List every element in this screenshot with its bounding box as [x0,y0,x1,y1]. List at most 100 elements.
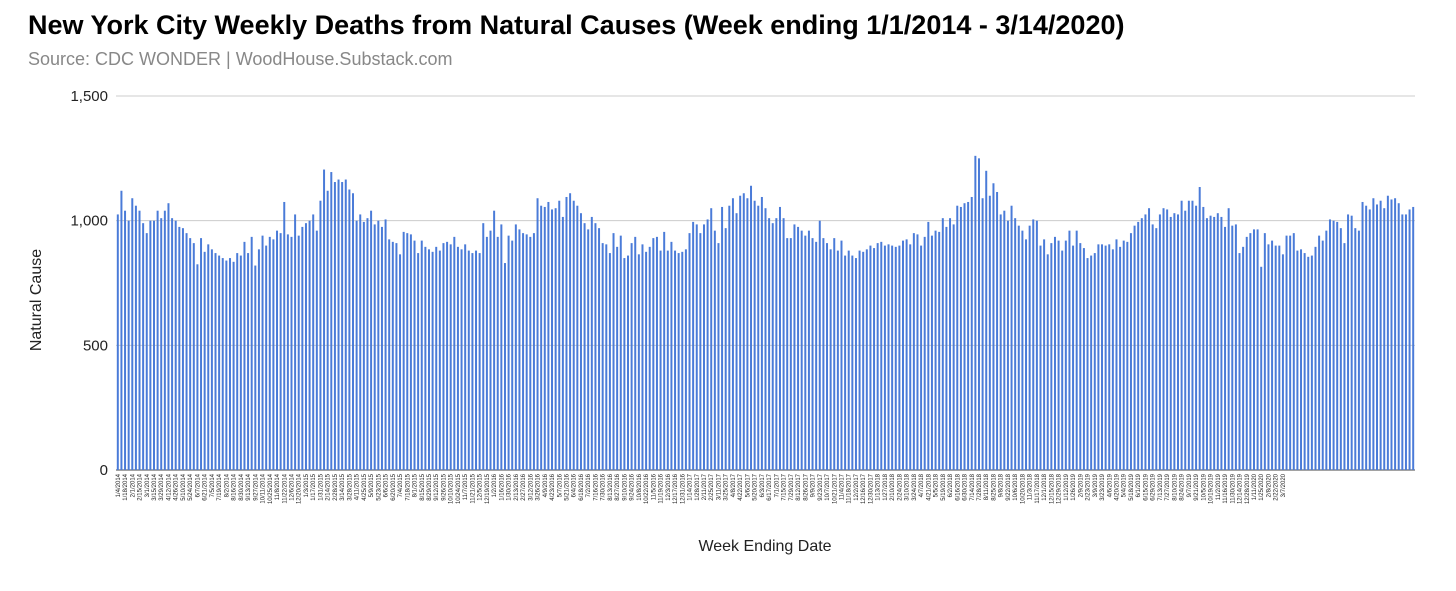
bar [1307,256,1310,470]
bar [912,233,915,470]
bar [1213,216,1216,470]
bar [134,205,137,470]
x-tick-label: 7/16/2016 [593,473,599,500]
bar [1220,216,1223,470]
x-tick-label: 8/16/2014 [232,473,238,500]
x-tick-label: 5/24/2014 [188,473,194,500]
bar [822,238,825,470]
bar [431,251,434,470]
x-tick-label: 1/30/2016 [507,473,513,500]
x-tick-label: 6/1/2019 [1136,473,1142,497]
x-tick-label: 2/9/2019 [1078,473,1084,497]
bar [471,253,474,470]
bar [804,235,807,470]
x-tick-label: 2/14/2015 [326,473,332,500]
bar [637,254,640,470]
bar [1122,240,1125,470]
bar [815,241,818,470]
bar [659,250,662,470]
bar [304,223,307,470]
bar [478,253,481,470]
bar [1025,239,1028,470]
bar [200,238,203,470]
x-tick-label: 5/23/2015 [376,473,382,500]
bar [1245,236,1248,470]
x-tick-label: 6/2/2018 [948,473,954,497]
x-tick-label: 7/4/2015 [398,473,404,497]
bar [746,198,749,471]
x-tick-label: 11/16/2019 [1223,473,1229,503]
x-tick-label: 4/8/2017 [731,473,737,497]
x-tick-label: 6/3/2017 [760,473,766,497]
bar [847,250,850,470]
x-tick-label: 10/8/2016 [637,473,643,500]
x-tick-label: 12/30/2017 [868,473,874,504]
bar [272,239,275,470]
bar [952,224,955,470]
bar [800,230,803,470]
x-tick-label: 2/22/2020 [1274,473,1280,500]
bar [648,246,651,470]
x-tick-label: 7/28/2018 [977,473,983,500]
bar [1404,214,1407,470]
x-tick-label: 5/9/2015 [369,473,375,497]
bar [695,224,698,470]
bar [985,170,988,471]
bar [1292,233,1295,470]
x-tick-label: 12/17/2016 [673,473,679,504]
x-tick-label: 12/31/2016 [680,473,686,504]
bar [818,220,821,470]
bar [554,208,557,470]
y-tick-label: 500 [83,337,108,354]
bar [529,236,532,470]
bar [836,250,839,470]
bar [344,179,347,470]
bar [1325,230,1328,470]
bar [1166,209,1169,470]
bar [1115,239,1118,470]
bar [196,264,199,470]
bar [1129,233,1132,470]
bar [232,261,235,470]
bar-series [116,155,1415,471]
bar [930,235,933,470]
x-tick-label: 11/7/2015 [463,473,469,500]
bar [605,244,608,470]
x-tick-label: 1/4/2014 [116,473,122,497]
bar [1010,205,1013,470]
bar [1285,235,1288,470]
x-tick-label: 11/19/2016 [659,473,665,503]
bar [1412,206,1415,470]
bar [522,233,525,470]
x-tick-label: 11/2/2019 [1216,473,1222,500]
bar [702,224,705,470]
x-tick-label: 2/15/2014 [138,473,144,500]
bar [1043,239,1046,470]
bar [561,216,564,470]
bar [153,220,155,470]
x-tick-label: 9/13/2014 [246,473,252,500]
x-tick-label: 3/29/2014 [159,473,165,500]
x-tick-label: 1/11/2020 [1252,473,1258,500]
bar [453,236,456,470]
bar [276,230,279,470]
bar [1075,230,1078,470]
bar [370,210,373,470]
bar [500,224,503,470]
x-tick-label: 1/28/2017 [695,473,701,500]
bar [594,223,597,470]
bar [218,255,221,470]
bar [894,246,897,470]
bar [283,201,286,470]
bar [608,253,611,470]
x-tick-label: 12/20/2014 [297,473,303,504]
x-tick-label: 2/8/2020 [1266,473,1272,497]
x-tick-label: 1/3/2015 [304,473,310,497]
bar [171,218,174,470]
bar [731,198,734,471]
x-tick-label: 3/7/2020 [1281,473,1287,497]
bar [710,208,713,470]
bar [1173,213,1176,470]
bar [579,213,582,470]
chart-subtitle: Source: CDC WONDER | WoodHouse.Substack.… [28,49,453,69]
